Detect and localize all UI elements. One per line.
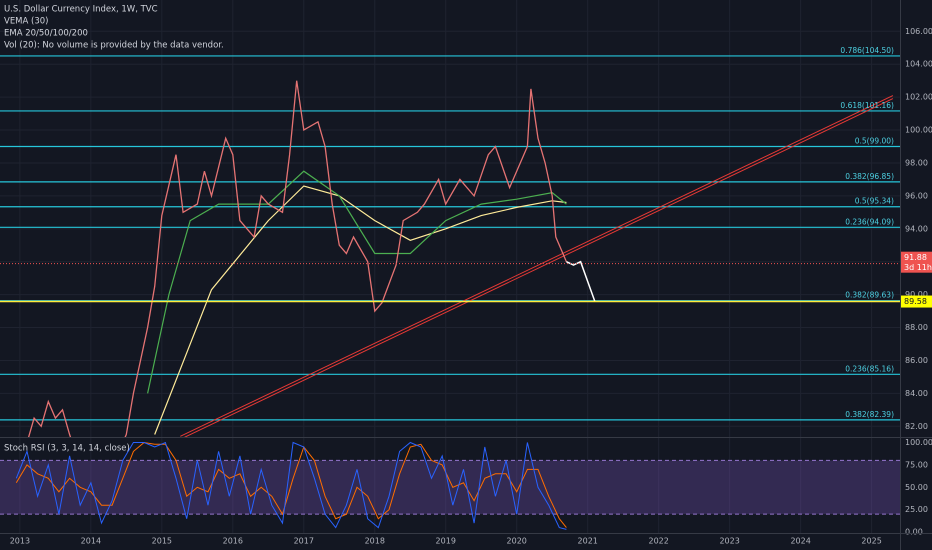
x-tick-label: 2022 — [648, 537, 668, 546]
price-pane — [0, 0, 900, 437]
y-tick-label: 98.00 — [905, 158, 928, 167]
projection-path — [566, 260, 596, 302]
trendline-rail — [183, 98, 894, 437]
indicator-label: EMA 20/50/100/200 — [4, 29, 88, 39]
x-tick-label: 2024 — [790, 537, 810, 546]
target-tag — [901, 295, 932, 308]
y-tick-label: 94.00 — [905, 224, 928, 233]
y-tick-label: 25.00 — [905, 505, 928, 514]
target-label: 89.58 — [904, 297, 927, 306]
fib-label: 0.236(94.09) — [845, 217, 894, 226]
countdown-label: 3d 11h — [904, 263, 932, 272]
x-tick-label: 2018 — [365, 537, 385, 546]
fib-label: 0.786(104.50) — [840, 46, 894, 55]
x-tick-label: 2017 — [294, 537, 314, 546]
x-tick-label: 2023 — [719, 537, 739, 546]
stoch-pane — [0, 438, 900, 533]
x-tick-label: 2019 — [436, 537, 456, 546]
y-tick-label: 106.00 — [905, 27, 932, 36]
y-tick-label: 90.00 — [905, 290, 928, 299]
last-price-tag — [901, 251, 932, 273]
fib-label: 0.382(82.39) — [845, 410, 894, 419]
stoch-band — [0, 460, 900, 515]
y-tick-label: 102.00 — [905, 93, 932, 102]
y-tick-label: 86.00 — [905, 356, 928, 365]
stoch-title: Stoch RSI (3, 3, 14, 14, close) — [4, 444, 130, 454]
x-tick-label: 2016 — [223, 537, 243, 546]
x-tick-label: 2015 — [152, 537, 172, 546]
symbol-title: U.S. Dollar Currency Index, 1W, TVC — [4, 5, 158, 15]
indicator-label: Vol (20): No volume is provided by the d… — [4, 41, 224, 51]
indicator-label: VEMA (30) — [4, 17, 48, 27]
ema-line — [147, 170, 567, 394]
fib-label: 0.618(101.16) — [840, 101, 894, 110]
stoch-line — [15, 441, 567, 528]
x-tick-label: 2021 — [578, 537, 598, 546]
fib-label: 0.236(85.16) — [845, 364, 894, 373]
y-tick-label: 50.00 — [905, 483, 928, 492]
fib-label: 0.382(89.63) — [845, 291, 894, 300]
y-tick-label: 84.00 — [905, 389, 928, 398]
trendline — [180, 95, 894, 437]
y-tick-label: 96.00 — [905, 191, 928, 200]
y-tick-label: 75.00 — [905, 460, 928, 469]
y-tick-label: 100.00 — [905, 126, 932, 135]
fib-label: 0.5(95.34) — [855, 197, 894, 206]
x-tick-label: 2025 — [861, 537, 881, 546]
trendline-rail — [180, 95, 894, 437]
overlay: 106.00 104.00 102.00 100.00 98.00 96.00 94.00 9… — [10, 27, 932, 546]
x-tick-label: 2014 — [81, 537, 101, 546]
fib-label: 0.382(96.85) — [845, 172, 894, 181]
y-tick-label: 82.00 — [905, 422, 928, 431]
y-tick-label: 88.00 — [905, 323, 928, 332]
y-tick-label: 104.00 — [905, 60, 932, 69]
y-tick-label: 0.00 — [905, 528, 923, 537]
x-tick-label: 2020 — [507, 537, 527, 546]
fib-label: 0.5(99.00) — [855, 136, 894, 145]
price-line — [27, 80, 567, 437]
x-tick-label: 2013 — [10, 537, 30, 546]
ema-line — [154, 185, 567, 435]
last-price-label: 91.88 — [904, 253, 927, 262]
trendline — [183, 98, 894, 437]
stoch-line — [15, 441, 567, 530]
y-tick-label: 100.00 — [905, 438, 932, 447]
